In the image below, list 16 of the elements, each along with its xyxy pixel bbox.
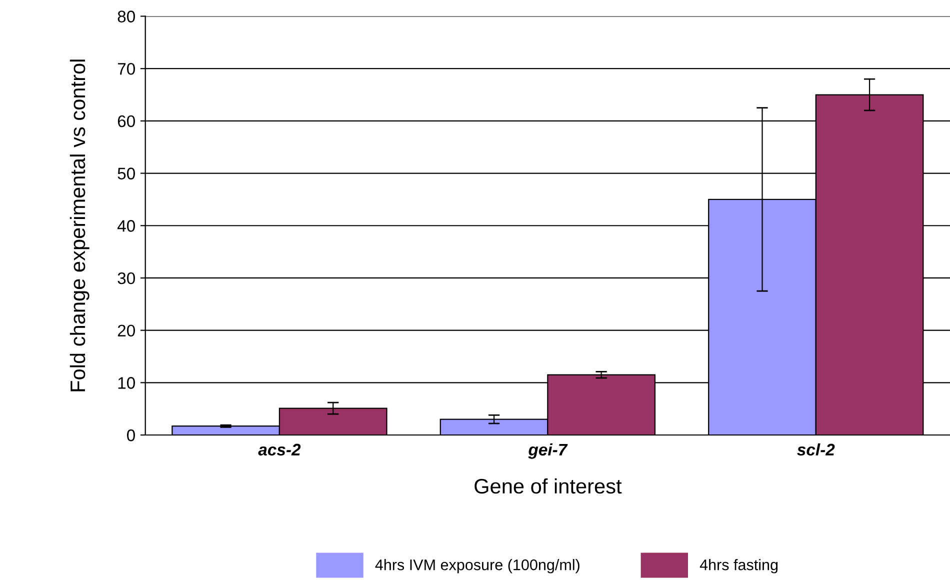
- y-tick-label: 60: [118, 115, 135, 128]
- y-tick-label: 80: [118, 10, 135, 22]
- y-tick-label: 70: [118, 62, 135, 75]
- y-tick-label: 20: [118, 324, 135, 337]
- x-tick-label: gei-7: [528, 443, 568, 459]
- y-tick-label: 40: [117, 220, 135, 232]
- x-axis-title: Gene of interest: [474, 478, 622, 494]
- y-tick-label: 30: [118, 272, 135, 284]
- y-tick-label: 50: [118, 168, 135, 180]
- y-tick-label: 0: [127, 429, 135, 442]
- y-tick-label: 10: [118, 377, 135, 389]
- y-axis-title: Fold change experimental vs control: [70, 60, 90, 392]
- x-tick-label: acs-2: [258, 444, 301, 456]
- legend-label: 4hrs fasting: [700, 559, 778, 574]
- x-tick-label: scl-2: [797, 443, 835, 456]
- legend-label: 4hrs IVM exposure (100ng/ml): [375, 559, 580, 574]
